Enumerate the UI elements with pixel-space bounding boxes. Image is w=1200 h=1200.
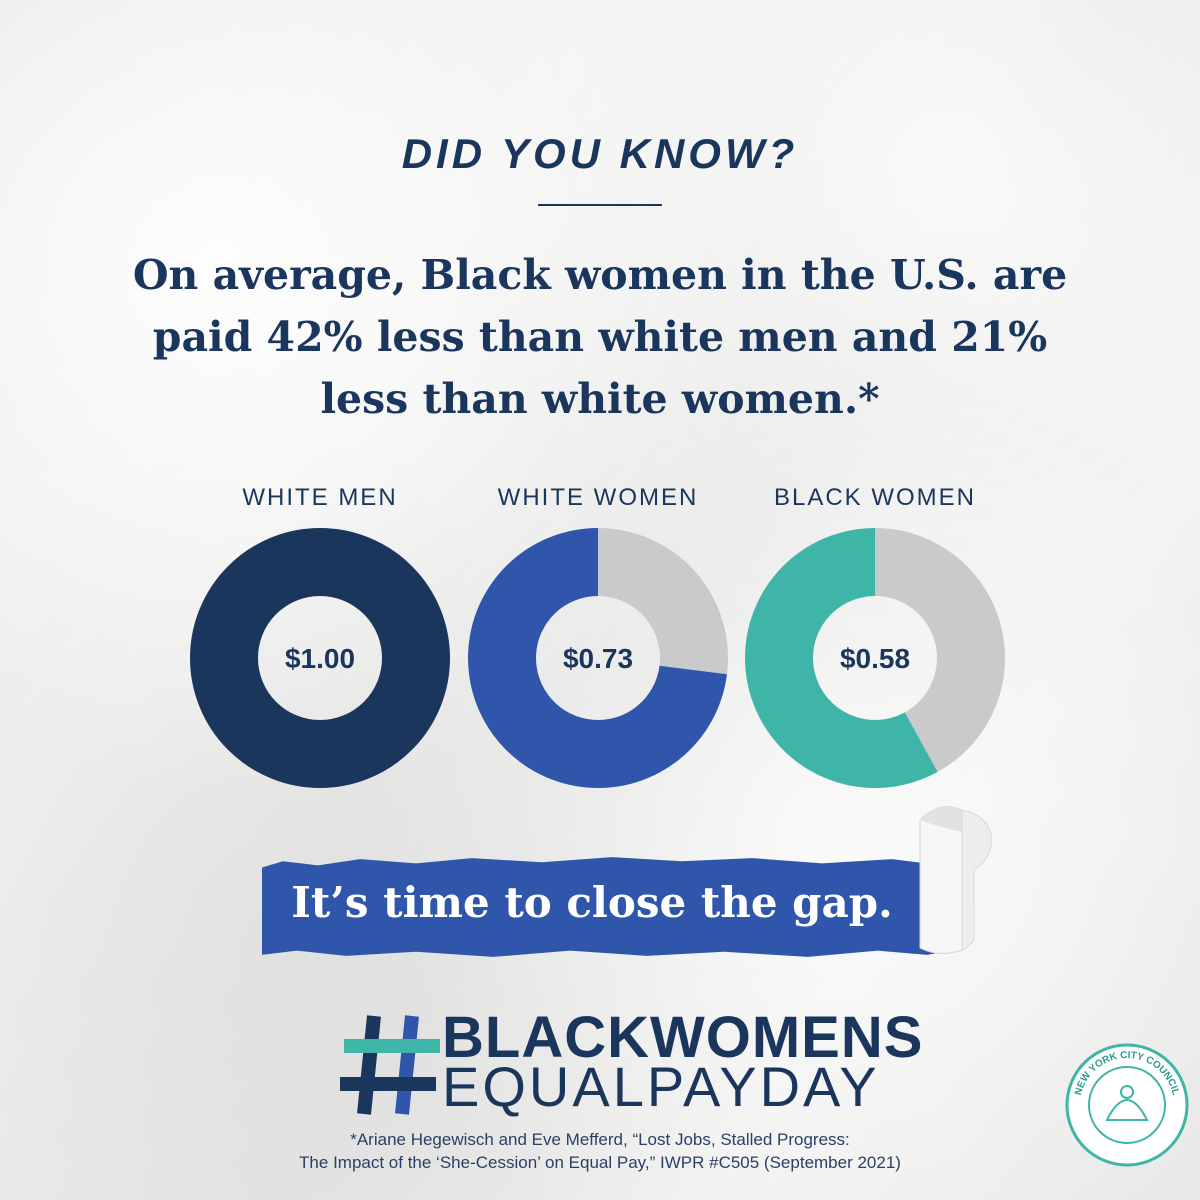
paper-curl-icon (919, 806, 993, 954)
banner-text: It’s time to close the gap. (291, 878, 893, 927)
donut-value-label-1: $0.73 (563, 643, 633, 674)
divider-rule (538, 204, 662, 206)
donut-2: $0.58 (744, 528, 1005, 788)
label-black-women: BLACK WOMEN (773, 484, 977, 511)
donut-value-label-0: $1.00 (285, 643, 355, 674)
stat-21: 21% (951, 313, 1048, 361)
citation-line-2: The Impact of the ‘She-Cession’ on Equal… (299, 1153, 901, 1172)
citation: *Ariane Hegewisch and Eve Mefferd, “Lost… (180, 1128, 1020, 1174)
lead-line-2a: paid (152, 313, 267, 361)
donut-remainder-slice-1 (598, 528, 728, 675)
lead-line-2c: less than white men and (362, 313, 952, 361)
donut-value-slice-2 (744, 528, 938, 788)
hashtag-line-2: EQUALPAYDAY (442, 1055, 880, 1118)
hashtag-line-1: BLACKWOMENS (442, 1005, 924, 1070)
lead-line-3: less than white women.* (320, 375, 880, 423)
kicker-heading: DID YOU KNOW? (401, 130, 799, 177)
banner-background (262, 857, 962, 957)
lead-statement: On average, Black women in the U.S. are … (60, 244, 1140, 430)
donut-remainder-slice-2 (875, 528, 1005, 772)
label-white-women: WHITE WOMEN (497, 484, 699, 511)
lead-line-2: paid 42% less than white men and 21% (60, 306, 1140, 368)
donut-0: $1.00 (190, 528, 450, 788)
donut-value-label-2: $0.58 (840, 643, 910, 674)
hashtag-icon (340, 1015, 440, 1115)
label-white-men: WHITE MEN (242, 484, 398, 511)
lead-line-1: On average, Black women in the U.S. are (132, 251, 1068, 299)
donut-value-slice-0 (190, 528, 450, 788)
stat-42: 42% (266, 313, 363, 361)
city-council-seal-icon: NEW YORK CITY COUNCIL (1065, 1043, 1189, 1167)
donut-1: $0.73 (468, 528, 728, 789)
donut-value-slice-1 (468, 528, 727, 789)
citation-line-1: *Ariane Hegewisch and Eve Mefferd, “Lost… (350, 1130, 850, 1149)
